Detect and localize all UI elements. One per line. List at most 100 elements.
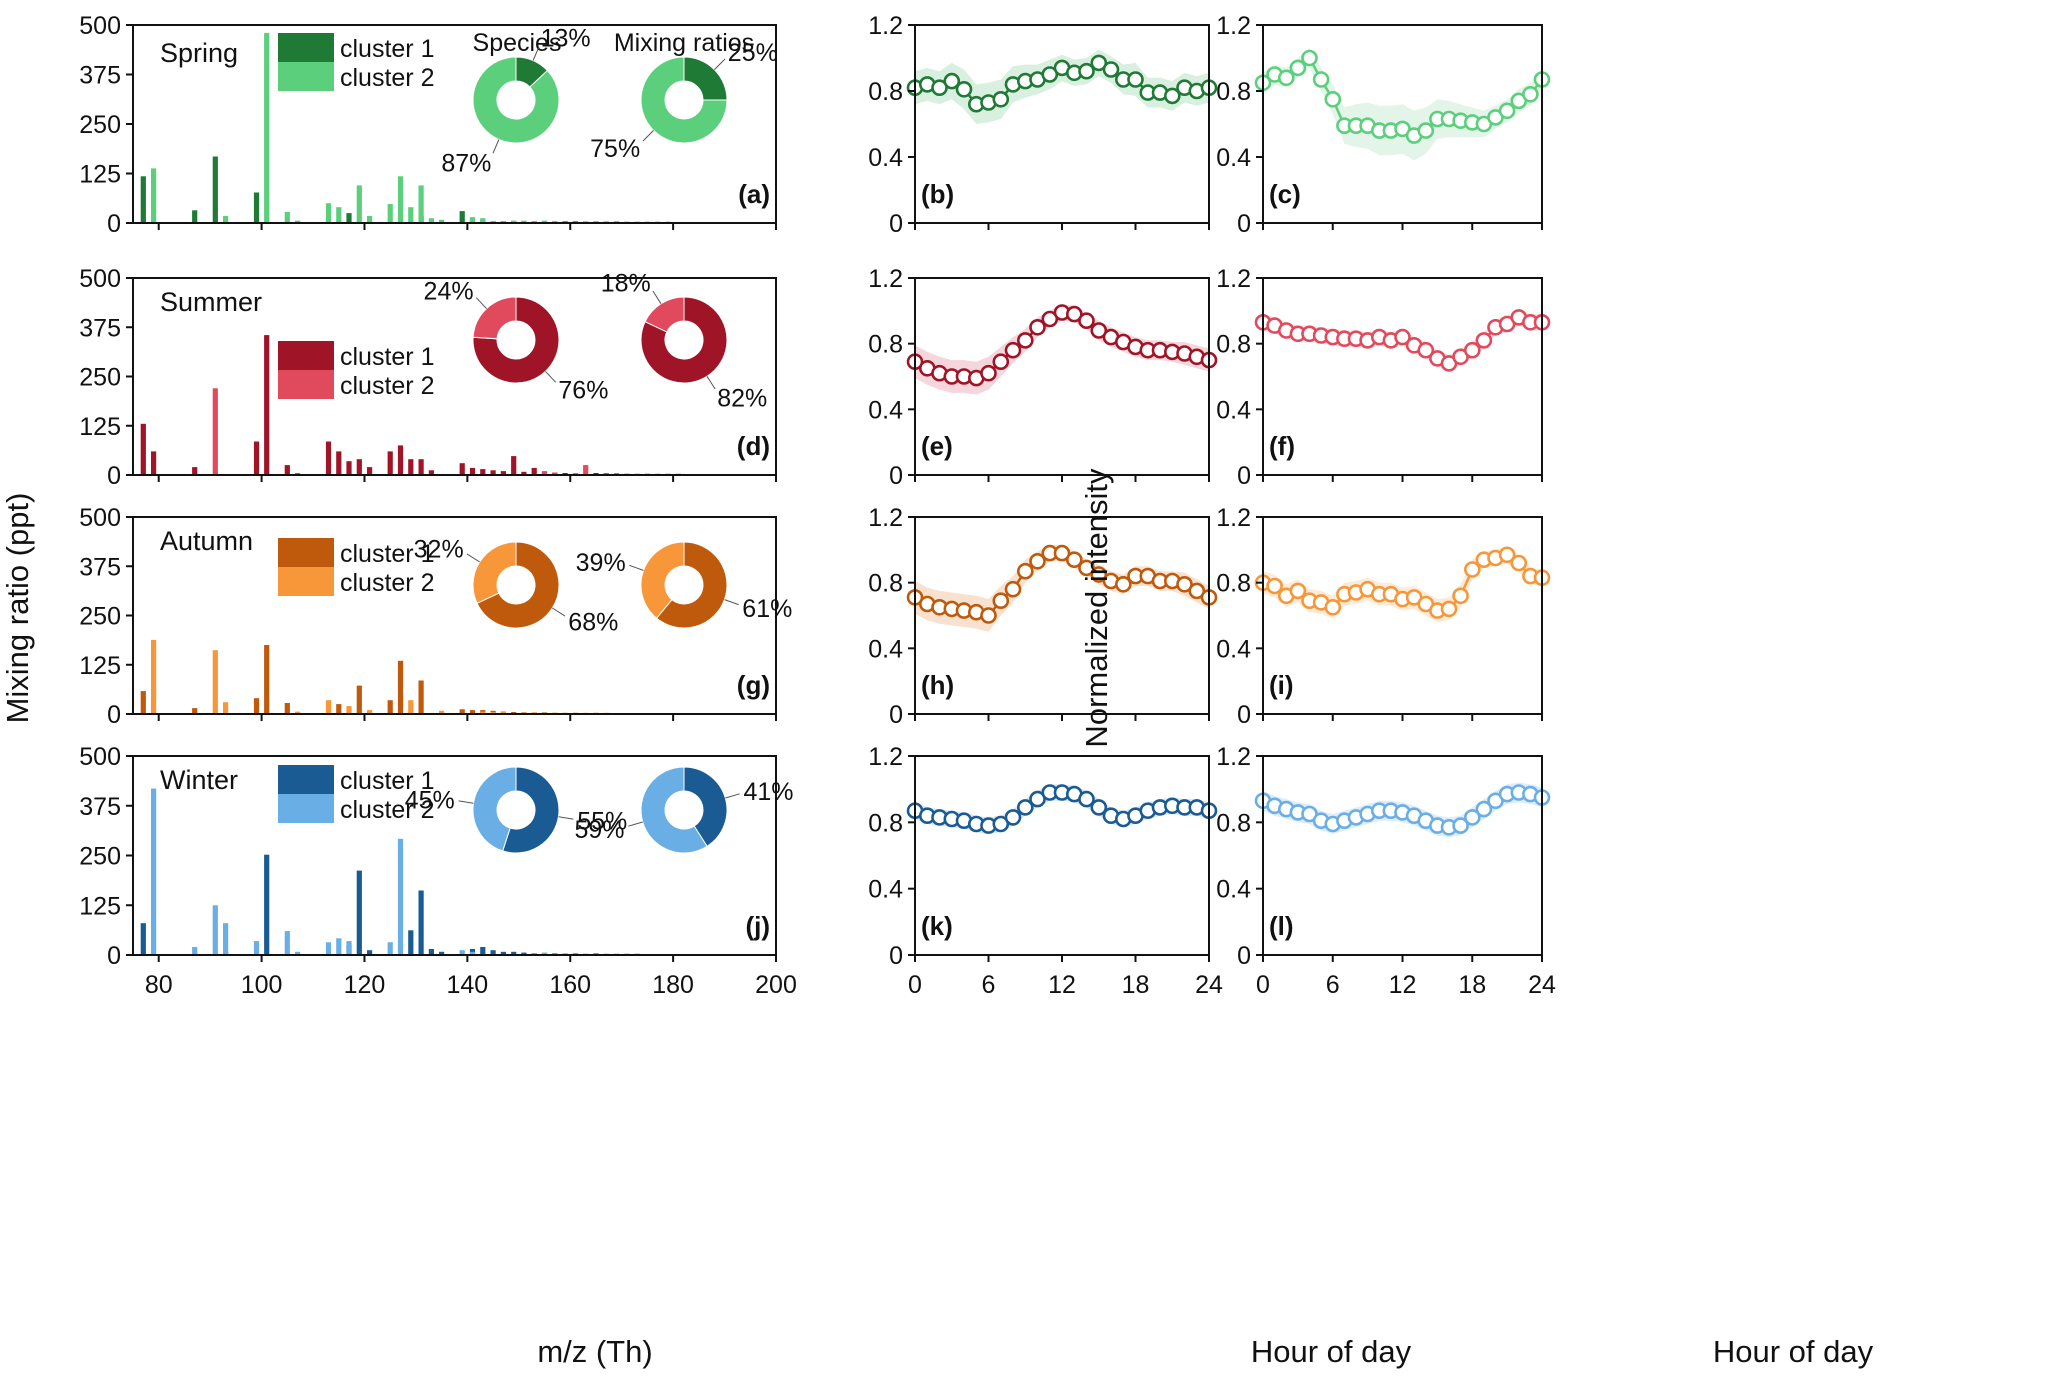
pie-slice-mixing-cluster2 (640, 766, 708, 854)
data-bar (459, 709, 465, 714)
data-point (1115, 575, 1132, 593)
y-tick-label: 0 (1237, 701, 1251, 729)
pie-percent-species-cluster2: 24% (424, 277, 474, 305)
data-point (1090, 799, 1108, 816)
data-point (1004, 809, 1022, 826)
data-bar (511, 456, 517, 475)
data-bar (459, 950, 465, 955)
y-tick-label: 1.2 (1216, 265, 1251, 293)
data-point (1452, 587, 1469, 605)
x-tick-label: 24 (1528, 971, 1556, 999)
data-point (992, 592, 1010, 610)
pie-slice-species-cluster2 (472, 766, 517, 852)
data-point (1041, 310, 1059, 328)
panel-label: (f) (1269, 431, 1295, 461)
data-point (1475, 800, 1493, 818)
x-tick-label: 140 (447, 971, 489, 999)
data-bar (325, 441, 332, 475)
data-bar (387, 451, 393, 475)
data-bar (356, 459, 362, 475)
x-tick-label: 0 (1256, 971, 1270, 999)
data-point (1188, 582, 1206, 600)
data-bar (397, 176, 404, 223)
line-panel-summer-cluster-1: 0 0.4 0.8 1.2 (e) (868, 265, 1218, 490)
data-point (1498, 546, 1516, 564)
y-tick-label: 0.4 (1216, 635, 1251, 663)
data-bar (459, 211, 465, 223)
data-bar (151, 451, 157, 475)
pie-percent-mixing-cluster2: 59% (574, 816, 624, 844)
y-tick-label: 0 (889, 942, 903, 970)
y-tick-label: 250 (79, 111, 121, 139)
y-tick-label: 0.8 (1216, 809, 1251, 837)
y-tick-label: 250 (79, 843, 121, 871)
pie-leader-line (706, 376, 716, 390)
data-bar (223, 215, 229, 223)
y-tick-label: 0.4 (1216, 876, 1251, 904)
pie-slice-species-cluster1 (476, 541, 560, 629)
mixing-ratio-axis-label: Mixing ratio (ppt) (0, 493, 35, 724)
data-bar (500, 951, 506, 955)
data-bar (140, 691, 146, 714)
pie-percent-species-cluster1: 13% (541, 25, 591, 53)
y-tick-label: 0.8 (1216, 78, 1251, 106)
data-bar (480, 218, 486, 223)
data-point (1078, 312, 1095, 330)
y-tick-label: 1.2 (868, 504, 903, 532)
legend-swatch-cluster-2 (278, 370, 334, 399)
normalized-intensity-axis-label: Normalized intensity (1079, 468, 1114, 748)
data-bar (500, 471, 506, 475)
data-bar (284, 465, 290, 475)
x-tick-label: 100 (241, 971, 283, 999)
data-bar (397, 660, 404, 714)
data-bar (356, 185, 362, 223)
data-point (1102, 61, 1120, 78)
data-point (992, 91, 1010, 108)
pie-leader-line (629, 564, 644, 571)
y-tick-label: 1.2 (868, 265, 903, 293)
data-bar (192, 947, 198, 955)
data-point (1017, 332, 1034, 349)
data-bar (346, 706, 352, 714)
y-tick-label: 500 (79, 743, 121, 771)
data-bar (469, 951, 476, 955)
data-bar (264, 335, 270, 475)
data-bar (428, 470, 434, 475)
data-bar (511, 951, 517, 955)
data-bar (552, 472, 558, 475)
data-point (1498, 102, 1516, 120)
y-tick-label: 0.4 (868, 144, 903, 172)
y-tick-label: 0 (1237, 942, 1251, 970)
data-bar (284, 211, 290, 223)
data-bar (408, 207, 414, 223)
panel-label: (a) (738, 179, 770, 209)
data-bar (418, 890, 424, 955)
line-panel-spring-cluster-1: 0 0.4 0.8 1.2 (b) (868, 12, 1218, 238)
pie-percent-mixing-cluster2: 18% (601, 270, 651, 298)
x-tick-label: 80 (145, 971, 173, 999)
data-bar (490, 470, 496, 475)
hour-axis-label-left: Hour of day (1251, 1334, 1412, 1369)
data-bar (346, 461, 352, 475)
data-bar (140, 423, 146, 475)
y-tick-label: 500 (79, 265, 121, 293)
pie-leader-line (545, 370, 557, 383)
data-point (1324, 91, 1342, 108)
data-point (955, 81, 973, 98)
data-bar (439, 951, 445, 955)
pie-percent-mixing-cluster2: 39% (576, 549, 626, 577)
data-bar (212, 388, 218, 475)
pie-leader-line (466, 553, 480, 563)
pie-percent-species-cluster2: 87% (441, 149, 491, 177)
pie-slice-mixing-cluster1 (640, 296, 728, 384)
data-point (1475, 332, 1493, 349)
data-bar (192, 467, 198, 475)
data-point (1289, 59, 1307, 77)
x-tick-label: 12 (1389, 971, 1417, 999)
y-tick-label: 0 (889, 701, 903, 729)
y-tick-label: 500 (79, 504, 121, 532)
y-tick-label: 0 (889, 462, 903, 490)
data-bar (336, 451, 342, 475)
data-point (1278, 69, 1295, 87)
